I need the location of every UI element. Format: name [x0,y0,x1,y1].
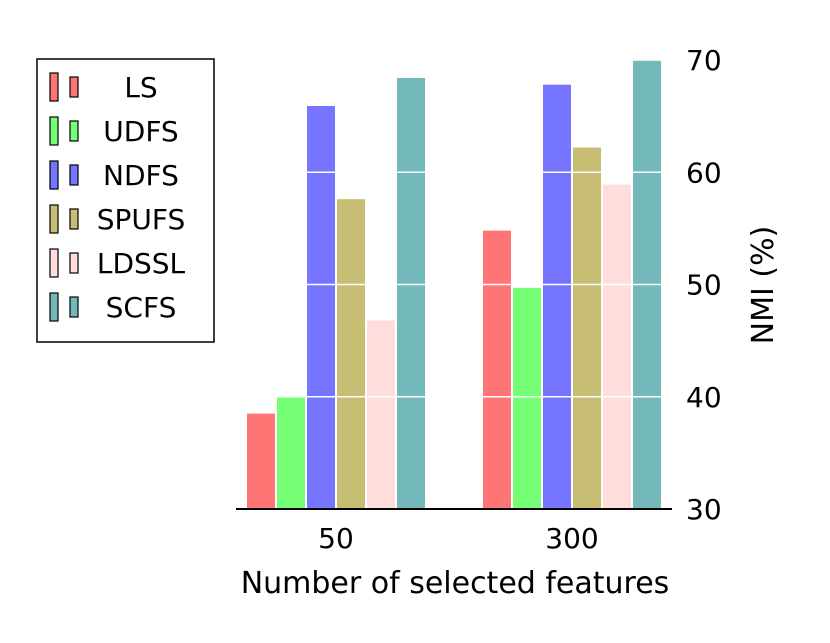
legend-swatch-ndfs [49,160,59,190]
legend-label-spufs: SPUFS [97,203,186,236]
legend-box [36,58,215,343]
legend-swatch-small-udfs [69,120,79,142]
y-axis-ticks: 30 40 50 60 70 [686,44,722,526]
legend-items: LS UDFS NDFS SPUFS LDSSL SCFS [49,71,186,324]
x-tick-label-50: 50 [318,522,354,555]
legend-swatch-small-spufs [69,208,79,230]
legend-label-ls: LS [124,71,157,104]
y-tick-label-40: 40 [686,381,722,414]
legend-swatch-udfs [49,116,59,146]
legend-label-scfs: SCFS [106,291,177,324]
legend-swatch-small-ndfs [69,164,79,186]
bar-ndfs-50 [307,106,335,510]
bar-udfs-300 [513,287,541,509]
legend: LS UDFS NDFS SPUFS LDSSL SCFS [36,58,215,343]
y-tick-label-60: 60 [686,156,722,189]
bars [247,60,661,510]
legend-label-udfs: UDFS [103,115,178,148]
bar-ndfs-300 [543,84,571,509]
legend-swatch-ldssl [49,248,59,278]
x-axis-ticks: 50 300 [318,522,599,555]
bar-ldssl-50 [367,320,395,509]
legend-swatch-small-scfs [69,296,79,318]
legend-label-ldssl: LDSSL [97,247,186,280]
bar-ls-300 [483,230,511,509]
bar-spufs-300 [573,147,601,509]
legend-label-ndfs: NDFS [103,159,179,192]
y-axis-title: NMI (%) [746,226,781,345]
y-tick-label-30: 30 [686,493,722,526]
legend-swatch-scfs [49,292,59,322]
legend-swatch-spufs [49,204,59,234]
bar-ls-50 [247,413,275,509]
y-tick-label-50: 50 [686,269,722,302]
bar-ldssl-300 [603,184,631,509]
bar-scfs-50 [397,77,425,510]
x-tick-label-300: 300 [545,522,598,555]
grid-overlay [236,59,672,398]
y-tick-label-70: 70 [686,44,722,77]
legend-swatch-small-ldssl [69,252,79,274]
legend-swatch-ls [49,72,59,102]
bar-udfs-50 [277,396,305,509]
bar-spufs-50 [337,199,365,509]
legend-swatch-small-ls [69,76,79,98]
x-axis-title: Number of selected features [241,566,670,601]
